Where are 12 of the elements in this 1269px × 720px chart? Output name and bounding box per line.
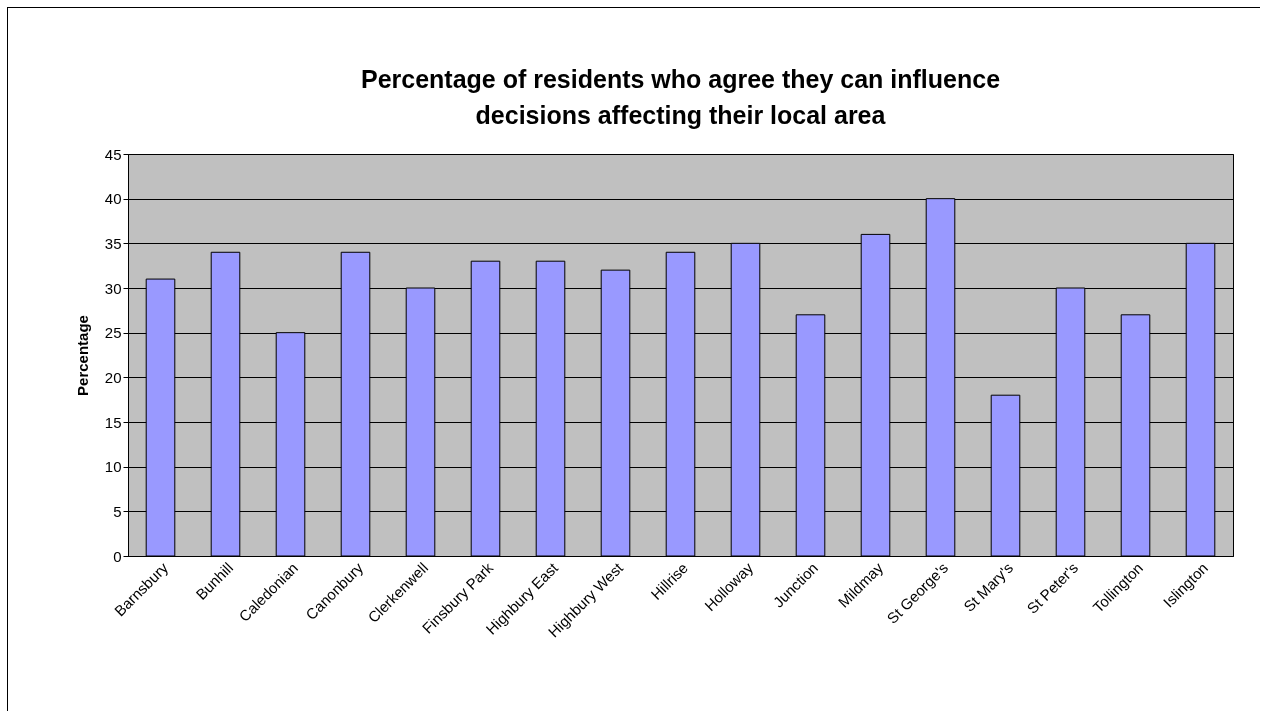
y-axis-title: Percentage — [73, 315, 91, 396]
y-tick-label: 35 — [104, 234, 122, 252]
y-tick-label: 0 — [113, 547, 122, 565]
y-tick-label: 5 — [113, 502, 122, 520]
y-tick-label: 45 — [104, 145, 122, 163]
y-tick-label: 40 — [104, 190, 122, 208]
y-tick-label: 25 — [104, 324, 122, 342]
y-tick-label: 20 — [104, 368, 122, 386]
y-tick-label: 15 — [104, 413, 122, 431]
y-tick-label: 30 — [104, 279, 122, 297]
chart-title: Percentage of residents who agree they can influence decisions affecting their local area — [360, 65, 1001, 129]
y-tick-label: 10 — [104, 458, 122, 476]
